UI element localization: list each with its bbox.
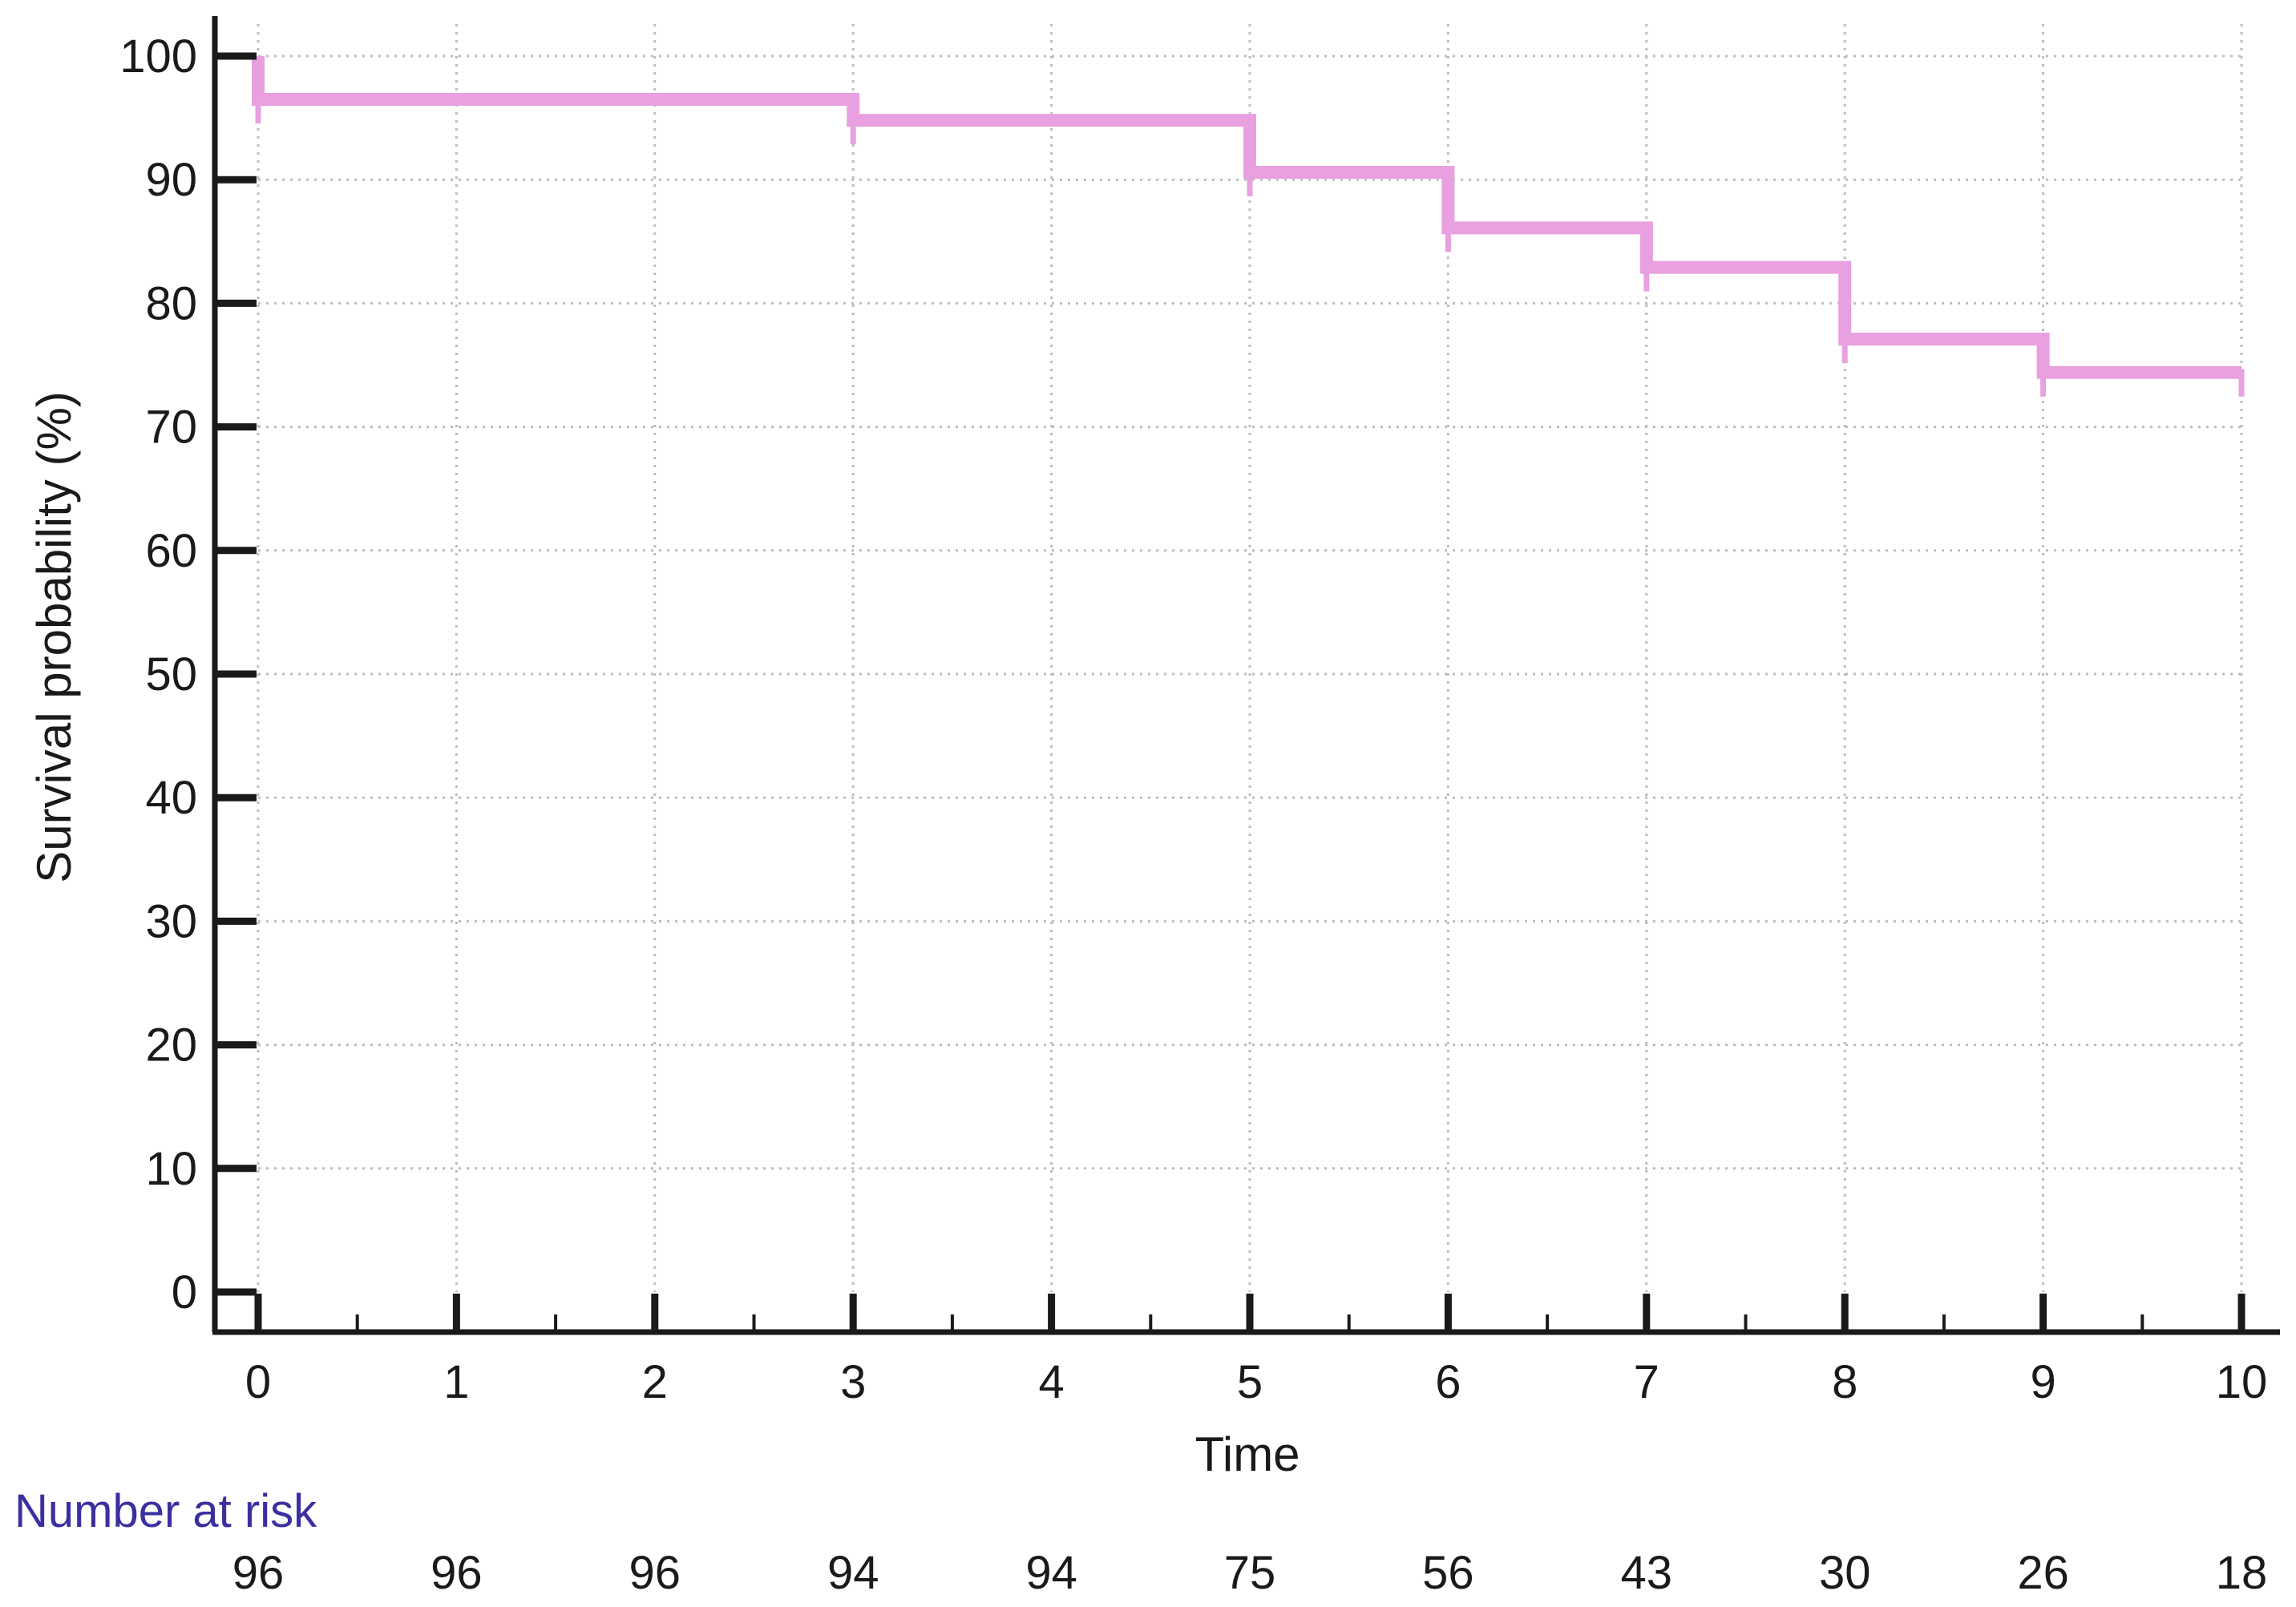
x-axis-title: Time: [1194, 1427, 1300, 1481]
survival-curve-line: [252, 56, 2241, 379]
risk-count: 56: [1422, 1547, 1474, 1599]
x-tick-label: 6: [1435, 1356, 1461, 1408]
number-at-risk-title: Number at risk: [14, 1485, 317, 1537]
y-tick-label: 70: [145, 402, 197, 454]
risk-count: 18: [2216, 1547, 2268, 1599]
risk-count: 96: [430, 1547, 483, 1599]
y-tick-label: 50: [145, 648, 197, 701]
x-tick-label: 0: [245, 1356, 271, 1408]
risk-count: 96: [232, 1547, 285, 1599]
x-tick-label: 7: [1634, 1356, 1659, 1408]
x-tick-label: 4: [1038, 1356, 1064, 1408]
x-tick-label: 10: [2216, 1356, 2268, 1408]
y-tick-label: 10: [145, 1143, 197, 1195]
x-tick-label: 5: [1237, 1356, 1263, 1408]
risk-count: 96: [629, 1547, 681, 1599]
y-tick-label: 80: [145, 277, 197, 329]
x-tick-label: 1: [443, 1356, 469, 1408]
y-tick-label: 90: [145, 154, 197, 206]
x-tick-label: 8: [1832, 1356, 1857, 1408]
x-tick-label: 3: [840, 1356, 866, 1408]
risk-count: 43: [1621, 1547, 1673, 1599]
axes: [212, 16, 2280, 1335]
tick-labels: 0 10 20 30 40 50 60 70 80 90 100 0 1 2 3 4 5 6 7 8 9 10: [119, 30, 2267, 1408]
y-tick-label: 30: [145, 895, 197, 947]
risk-count: 94: [1025, 1547, 1077, 1599]
survival-curve-layer: [252, 56, 2245, 397]
number-at-risk-row: 96 96 96 94 94 75 56 43 30 26 18: [232, 1547, 2268, 1599]
risk-count: 30: [1819, 1547, 1871, 1599]
y-tick-label: 20: [145, 1020, 197, 1072]
grid: [257, 24, 2243, 1292]
x-tick-label: 2: [642, 1356, 668, 1408]
y-axis-title: Survival probability (%): [27, 391, 81, 883]
x-tick-label: 9: [2030, 1356, 2055, 1408]
risk-count: 94: [827, 1547, 879, 1599]
risk-count: 26: [2017, 1547, 2069, 1599]
risk-count: 75: [1224, 1547, 1276, 1599]
y-tick-label: 40: [145, 772, 197, 824]
y-tick-label: 60: [145, 525, 197, 577]
y-tick-label: 100: [119, 30, 197, 83]
y-tick-label: 0: [172, 1266, 197, 1318]
